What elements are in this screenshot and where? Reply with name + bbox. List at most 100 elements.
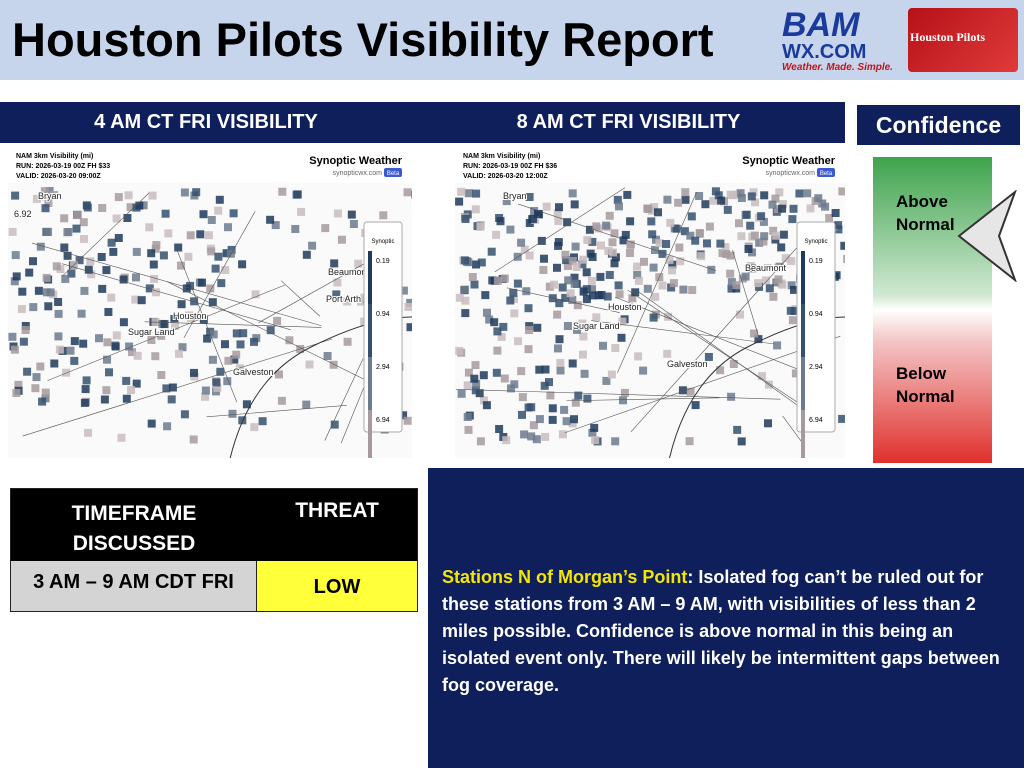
- fog-cell: [778, 200, 787, 209]
- fog-cell: [464, 368, 473, 377]
- fog-cell: [570, 200, 579, 209]
- fog-cell: [686, 231, 695, 240]
- fog-cell: [522, 287, 531, 296]
- fog-cell: [103, 338, 112, 347]
- legend-swatch: [801, 304, 805, 357]
- fog-cell: [135, 201, 144, 210]
- county-line: [566, 397, 720, 402]
- fog-cell: [759, 217, 768, 226]
- fog-cell: [524, 345, 533, 354]
- fog-cell: [737, 232, 746, 241]
- county-line: [506, 287, 620, 313]
- fog-cell: [688, 286, 697, 294]
- fog-cell: [83, 203, 92, 212]
- fog-cell: [208, 355, 217, 364]
- fog-cell: [189, 435, 198, 444]
- fog-cell: [520, 245, 529, 254]
- legend-swatch: [801, 410, 805, 458]
- fog-cell: [285, 336, 294, 345]
- fog-cell: [599, 341, 607, 350]
- legend-box: [363, 221, 403, 433]
- fog-cell: [493, 346, 502, 355]
- legend-tick: 6.94: [809, 417, 823, 424]
- fog-cell: [147, 336, 156, 344]
- fog-cell: [54, 298, 63, 306]
- fog-cell: [520, 430, 529, 439]
- fog-cell: [379, 211, 388, 220]
- fog-cell: [102, 386, 111, 395]
- confidence-gradient: [873, 157, 992, 463]
- fog-cell: [497, 332, 506, 341]
- fog-cell: [735, 219, 743, 228]
- legend-tick: 6.94: [376, 417, 390, 424]
- fog-cell: [611, 253, 620, 262]
- fog-cell: [162, 384, 171, 393]
- fog-cell: [568, 359, 577, 368]
- fog-cell: [460, 285, 469, 294]
- place-label: Beaumont: [328, 267, 370, 277]
- fog-cell: [527, 403, 536, 412]
- badge-bg: [384, 168, 402, 177]
- county-line: [183, 211, 256, 338]
- fog-cell: [510, 380, 519, 389]
- fog-cell: [674, 198, 683, 207]
- fog-cell: [658, 281, 667, 290]
- fog-cell: [611, 344, 620, 352]
- fog-cell: [578, 260, 587, 269]
- confidence-arrow: [957, 190, 1017, 282]
- fog-cell: [564, 276, 573, 285]
- fog-cell: [548, 415, 557, 424]
- fog-cell: [695, 229, 704, 238]
- fog-cell: [555, 203, 563, 212]
- fog-cell: [104, 308, 113, 316]
- fog-cell: [54, 309, 63, 318]
- fog-cell: [201, 392, 210, 401]
- fog-cell: [695, 192, 704, 200]
- fog-cell: [127, 386, 135, 394]
- fog-cell: [493, 327, 502, 336]
- fog-cell: [217, 279, 226, 288]
- fog-cell: [476, 222, 485, 231]
- fog-cell: [716, 239, 725, 248]
- fog-cell: [42, 273, 51, 282]
- fog-cell: [554, 217, 563, 225]
- county-line: [47, 284, 285, 381]
- fog-cell: [790, 285, 798, 294]
- confidence-below: Below Normal: [896, 364, 955, 406]
- fog-cell: [510, 309, 519, 318]
- fog-cell: [150, 274, 159, 283]
- fog-cell: [275, 370, 283, 379]
- fog-cell: [84, 428, 93, 437]
- fog-cell: [757, 212, 766, 221]
- place-label: 6.92: [14, 209, 32, 219]
- fog-cell: [553, 209, 562, 218]
- fog-cell: [774, 205, 782, 214]
- fog-cell: [500, 374, 509, 383]
- fog-cell: [12, 272, 21, 281]
- fog-cell: [54, 332, 63, 341]
- county-line: [617, 192, 697, 373]
- fog-cell: [84, 265, 93, 274]
- fog-cell: [623, 190, 632, 199]
- logo-tagline: Weather. Made. Simple.: [782, 62, 893, 73]
- fog-cell: [12, 389, 21, 397]
- fog-cell: [654, 208, 662, 217]
- fog-cell: [470, 374, 479, 383]
- fog-cell: [568, 295, 577, 304]
- fog-cell: [774, 275, 783, 284]
- fog-cell: [133, 351, 142, 360]
- fog-cell: [204, 231, 213, 240]
- fog-cell: [703, 239, 711, 248]
- fog-cell: [788, 215, 797, 224]
- fog-cell: [681, 188, 690, 197]
- fog-cell: [834, 221, 843, 230]
- fog-cell: [818, 199, 827, 208]
- fog-cell: [107, 238, 116, 247]
- legend-swatch: [801, 251, 805, 304]
- county-line: [637, 290, 820, 421]
- fog-cell: [588, 237, 597, 246]
- fog-cell: [77, 309, 86, 318]
- fog-cell: [518, 410, 526, 419]
- map-heading: 8 AM CT FRI VISIBILITY: [412, 102, 845, 143]
- fog-cell: [125, 342, 134, 351]
